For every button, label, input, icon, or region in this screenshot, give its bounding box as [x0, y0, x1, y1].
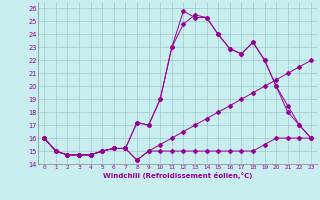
- X-axis label: Windchill (Refroidissement éolien,°C): Windchill (Refroidissement éolien,°C): [103, 172, 252, 179]
